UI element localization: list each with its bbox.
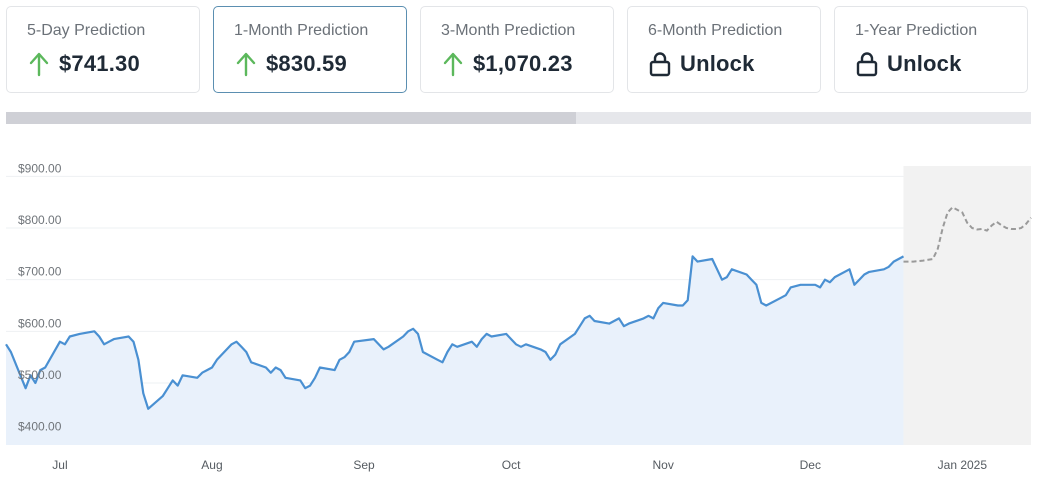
arrow-up-icon: [29, 52, 49, 77]
prediction-card-3-month[interactable]: 3-Month Prediction $1,070.23: [420, 6, 614, 93]
prediction-card-5-day[interactable]: 5-Day Prediction $741.30: [6, 6, 200, 93]
card-value: Unlock: [887, 51, 962, 76]
lock-icon: [649, 52, 671, 77]
x-tick-label: Jul: [52, 458, 67, 472]
card-label: 1-Month Prediction: [234, 22, 369, 39]
x-tick-label: Oct: [502, 458, 521, 472]
chart-scrollbar[interactable]: [6, 112, 1031, 124]
lock-icon: [856, 52, 878, 77]
card-label: 1-Year Prediction: [855, 22, 978, 39]
prediction-card-6-month[interactable]: 6-Month Prediction Unlock: [627, 6, 821, 93]
x-tick-label: Dec: [800, 458, 821, 472]
y-tick-label: $600.00: [18, 316, 62, 330]
y-tick-label: $500.00: [18, 368, 62, 382]
prediction-cards: 5-Day Prediction $741.30 1-Month Predict…: [6, 6, 1028, 93]
x-tick-label: Nov: [653, 458, 674, 472]
x-tick-label: Aug: [201, 458, 222, 472]
card-value: $741.30: [59, 51, 140, 76]
card-value-row: $1,070.23: [441, 50, 613, 78]
card-value: $1,070.23: [473, 51, 573, 76]
historical-area: [6, 256, 904, 445]
x-axis-labels: Jul Aug Sep Oct Nov Dec Jan 2025: [52, 458, 987, 472]
card-value-row: Unlock: [855, 50, 1027, 78]
x-tick-label: Jan 2025: [938, 458, 988, 472]
x-tick-label: Sep: [353, 458, 375, 472]
card-value-row: $830.59: [234, 50, 406, 78]
arrow-up-icon: [443, 52, 463, 77]
prediction-card-1-year[interactable]: 1-Year Prediction Unlock: [834, 6, 1028, 93]
card-value: $830.59: [266, 51, 347, 76]
arrow-up-icon: [236, 52, 256, 77]
price-chart: $400.00 $500.00 $600.00 $700.00 $800.00 $900.…: [5, 161, 1032, 472]
prediction-card-1-month[interactable]: 1-Month Prediction $830.59: [213, 6, 407, 93]
y-tick-label: $700.00: [18, 265, 62, 279]
forecast-background: [903, 166, 1031, 445]
y-axis-labels: $400.00 $500.00 $600.00 $700.00 $800.00 $900.…: [18, 161, 62, 433]
card-label: 6-Month Prediction: [648, 22, 783, 39]
scrollbar-thumb[interactable]: [6, 112, 576, 124]
card-value: Unlock: [680, 51, 755, 76]
card-label: 5-Day Prediction: [27, 22, 146, 39]
y-tick-label: $900.00: [18, 161, 62, 175]
card-value-row: $741.30: [27, 50, 199, 78]
y-tick-label: $400.00: [18, 420, 62, 434]
historical-price-line: [5, 255, 905, 410]
y-tick-label: $800.00: [18, 213, 62, 227]
card-label: 3-Month Prediction: [441, 22, 576, 39]
forecast-line: [903, 206, 1032, 263]
card-value-row: Unlock: [648, 50, 820, 78]
